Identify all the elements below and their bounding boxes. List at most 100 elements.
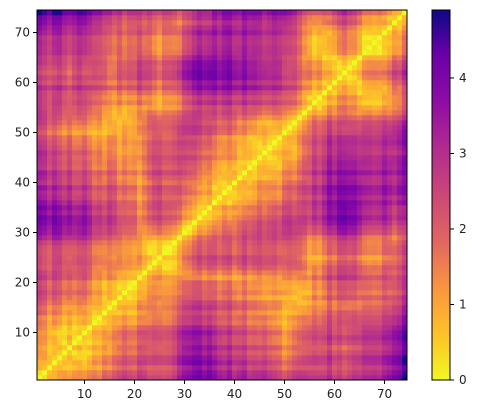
- heatmap-cell: [237, 215, 243, 221]
- heatmap-cell: [352, 340, 358, 346]
- heatmap-cell: [172, 355, 178, 361]
- heatmap-cell: [192, 125, 198, 131]
- heatmap-cell: [372, 365, 378, 371]
- heatmap-cell: [292, 240, 298, 246]
- heatmap-cell: [67, 325, 73, 331]
- heatmap-cell: [282, 100, 288, 106]
- heatmap-cell: [212, 135, 218, 141]
- heatmap-cell: [267, 240, 273, 246]
- heatmap-cell: [317, 170, 323, 176]
- heatmap-cell: [137, 200, 143, 206]
- heatmap-cell: [267, 235, 273, 241]
- heatmap-cell: [122, 355, 128, 361]
- heatmap-cell: [192, 350, 198, 356]
- heatmap-cell: [102, 245, 108, 251]
- heatmap-cell: [287, 90, 293, 96]
- heatmap-cell: [77, 135, 83, 141]
- heatmap-cell: [402, 130, 408, 136]
- heatmap-cell: [137, 210, 143, 216]
- heatmap-cell: [327, 295, 333, 301]
- heatmap-cell: [222, 230, 228, 236]
- heatmap-cell: [137, 285, 143, 291]
- heatmap-cell: [62, 165, 68, 171]
- heatmap-cell: [387, 285, 393, 291]
- heatmap-cell: [197, 50, 203, 56]
- heatmap-cell: [402, 170, 408, 176]
- heatmap-cell: [37, 200, 43, 206]
- heatmap-cell: [152, 70, 158, 76]
- heatmap-cell: [257, 320, 263, 326]
- heatmap-cell: [327, 280, 333, 286]
- heatmap-cell: [147, 145, 153, 151]
- heatmap-cell: [362, 340, 368, 346]
- heatmap-cell: [187, 155, 193, 161]
- heatmap-cell: [97, 145, 103, 151]
- heatmap-cell: [367, 60, 373, 66]
- heatmap-cell: [232, 120, 238, 126]
- heatmap-cell: [262, 265, 268, 271]
- heatmap-cell: [67, 230, 73, 236]
- heatmap-cell: [47, 65, 53, 71]
- heatmap-cell: [347, 355, 353, 361]
- heatmap-cell: [217, 50, 223, 56]
- heatmap-cell: [57, 65, 63, 71]
- heatmap-cell: [327, 255, 333, 261]
- heatmap-cell: [102, 190, 108, 196]
- heatmap-cell: [272, 350, 278, 356]
- heatmap-cell: [67, 235, 73, 241]
- heatmap-cell: [257, 65, 263, 71]
- heatmap-cell: [307, 150, 313, 156]
- heatmap-cell: [372, 280, 378, 286]
- heatmap-cell: [402, 280, 408, 286]
- heatmap-cell: [172, 350, 178, 356]
- heatmap-cell: [192, 140, 198, 146]
- heatmap-cell: [387, 320, 393, 326]
- heatmap-cell: [382, 50, 388, 56]
- heatmap-cell: [172, 365, 178, 371]
- heatmap-cell: [332, 240, 338, 246]
- heatmap-cell: [272, 50, 278, 56]
- heatmap-cell: [377, 320, 383, 326]
- heatmap-cell: [57, 180, 63, 186]
- heatmap-cell: [367, 285, 373, 291]
- heatmap-cell: [177, 85, 183, 91]
- heatmap-cell: [307, 115, 313, 121]
- heatmap-cell: [387, 235, 393, 241]
- heatmap-cell: [112, 100, 118, 106]
- heatmap-cell: [47, 265, 53, 271]
- heatmap-cell: [267, 140, 273, 146]
- heatmap-cell: [47, 350, 53, 356]
- heatmap-cell: [187, 170, 193, 176]
- heatmap-cell: [367, 90, 373, 96]
- heatmap-cell: [112, 330, 118, 336]
- heatmap-cell: [102, 280, 108, 286]
- heatmap-cell: [47, 135, 53, 141]
- heatmap-cell: [232, 185, 238, 191]
- heatmap-cell: [147, 50, 153, 56]
- heatmap-cell: [372, 110, 378, 116]
- heatmap-cell: [87, 365, 93, 371]
- heatmap-cell: [302, 350, 308, 356]
- heatmap-cell: [207, 190, 213, 196]
- heatmap-cell: [187, 360, 193, 366]
- heatmap-cell: [72, 325, 78, 331]
- heatmap-cell: [297, 105, 303, 111]
- heatmap-cell: [252, 305, 258, 311]
- heatmap-cell: [262, 245, 268, 251]
- heatmap-cell: [392, 150, 398, 156]
- heatmap-cell: [162, 140, 168, 146]
- heatmap-cell: [47, 130, 53, 136]
- heatmap-cell: [252, 340, 258, 346]
- heatmap-cell: [247, 355, 253, 361]
- heatmap-cell: [37, 105, 43, 111]
- heatmap-cell: [127, 210, 133, 216]
- heatmap-cell: [232, 215, 238, 221]
- heatmap-cell: [62, 180, 68, 186]
- heatmap-cell: [92, 60, 98, 66]
- heatmap-cell: [187, 45, 193, 51]
- heatmap-cell: [332, 130, 338, 136]
- heatmap-cell: [217, 340, 223, 346]
- heatmap-cell: [37, 130, 43, 136]
- heatmap-cell: [257, 130, 263, 136]
- heatmap-cell: [282, 85, 288, 91]
